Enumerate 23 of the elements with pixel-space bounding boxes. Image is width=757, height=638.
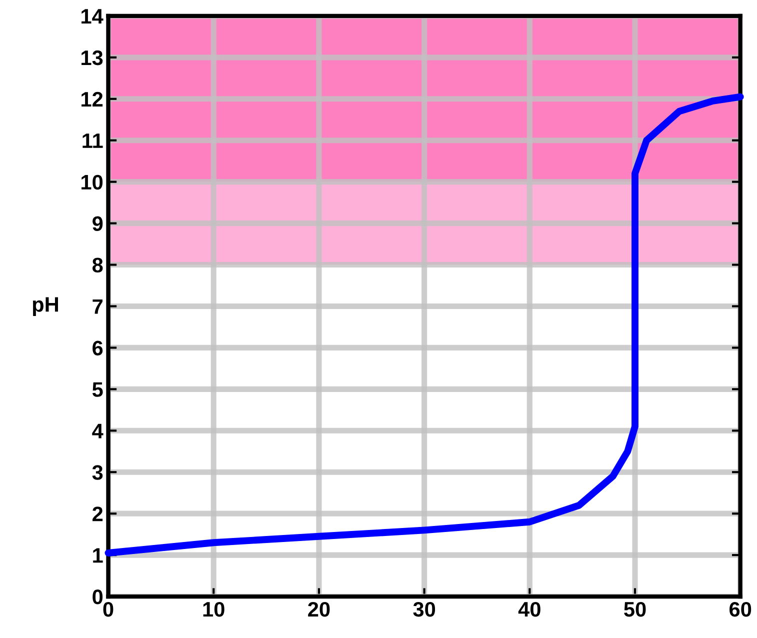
y-tick-label: 2 — [92, 506, 103, 522]
y-tick-label: 3 — [92, 465, 103, 480]
x-tick-label: 60 — [730, 602, 752, 617]
x-tick-label: 50 — [624, 602, 646, 617]
y-tick-label: 8 — [92, 258, 103, 273]
x-tick-label: 40 — [518, 602, 540, 617]
y-tick-label: 9 — [92, 216, 103, 232]
x-tick-label: 30 — [413, 602, 436, 617]
y-tick-label: 14 — [82, 9, 104, 24]
x-tick-label: 20 — [308, 602, 330, 617]
y-tick-label: 13 — [82, 50, 103, 66]
y-tick-label: 12 — [82, 92, 103, 106]
x-tick-label: 0 — [103, 602, 114, 617]
y-tick-label: 7 — [92, 299, 102, 314]
y-tick-label: 4 — [92, 424, 104, 438]
y-tick-label: 10 — [82, 174, 103, 190]
y-tick-label: 5 — [92, 382, 103, 397]
y-tick-label: 11 — [82, 134, 103, 148]
y-tick-label: 1 — [93, 548, 103, 563]
y-tick-label: 6 — [92, 340, 103, 356]
x-tick-label: 10 — [203, 602, 224, 617]
y-tick-label: 0 — [92, 590, 103, 604]
y-axis-title: pH — [32, 297, 58, 316]
